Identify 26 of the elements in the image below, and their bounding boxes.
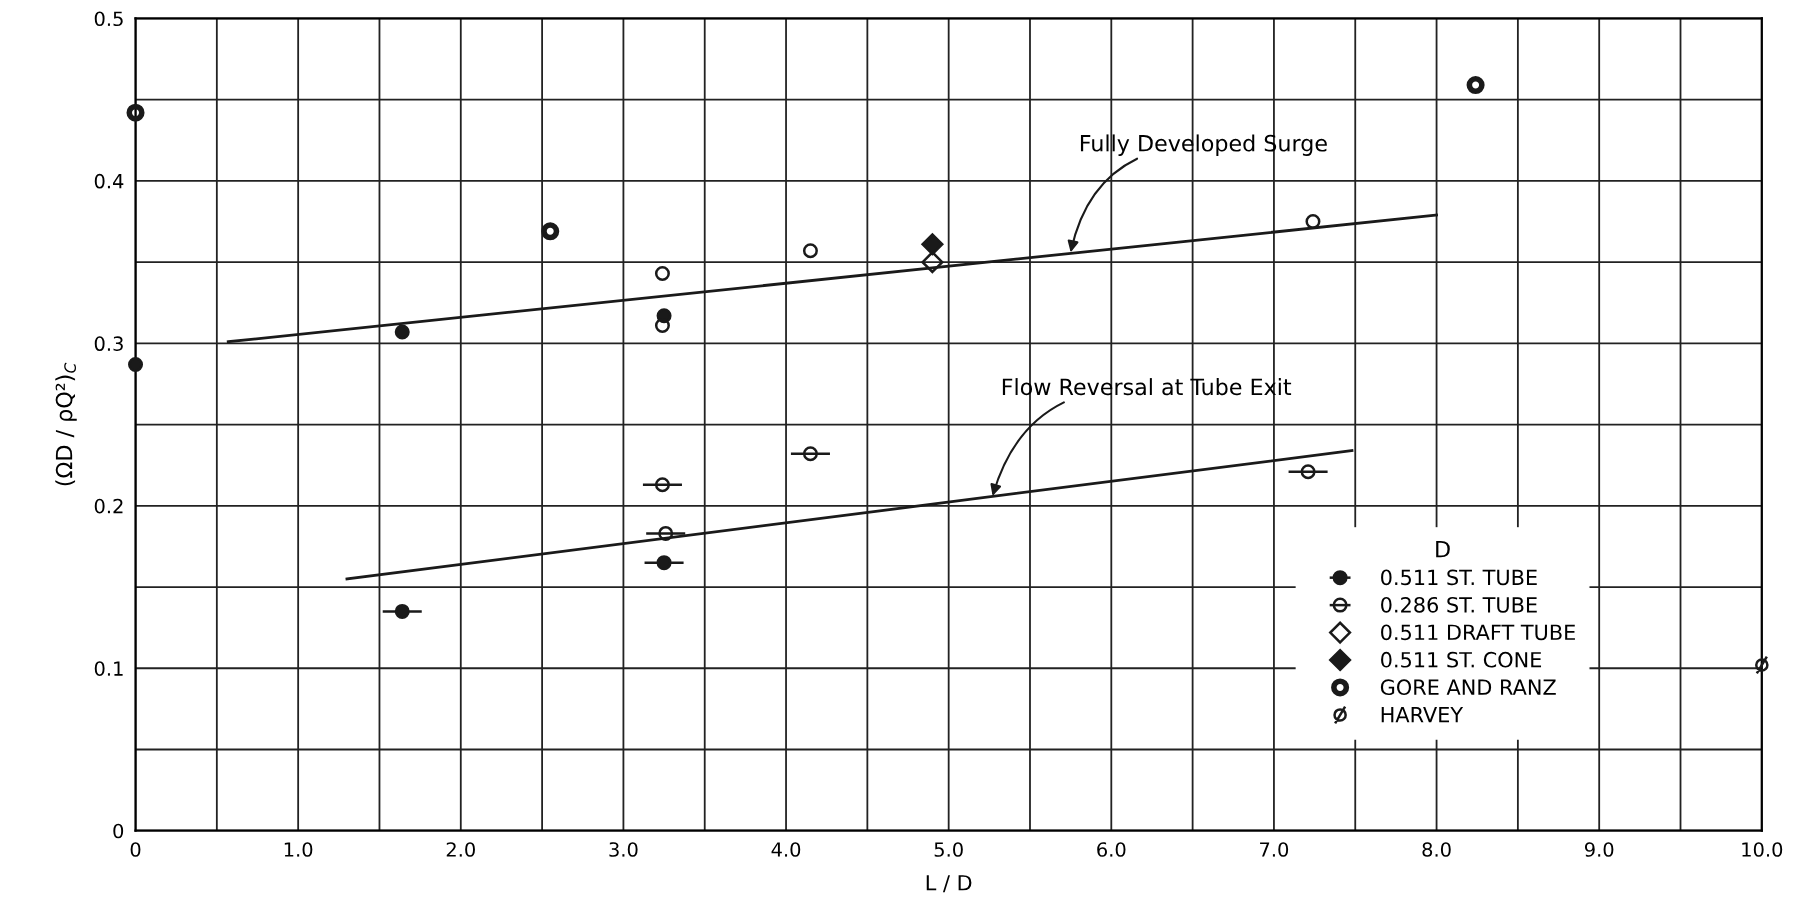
y-tick-label: 0.5: [94, 11, 123, 27]
y-tick-label: 0: [113, 823, 124, 839]
legend-label: 0.511 DRAFT TUBE: [1381, 624, 1575, 641]
y-tick-label: 0.1: [94, 661, 123, 676]
y-tick-label: 0.2: [94, 498, 123, 514]
x-tick-label: 1.0: [284, 842, 313, 857]
x-axis-title: L / D: [926, 875, 972, 893]
x-tick-label: 10.0: [1742, 842, 1783, 857]
legend-label: 0.511 ST. TUBE: [1381, 569, 1537, 586]
y-tick-label: 0.3: [94, 336, 123, 352]
x-tick-label: 2.0: [446, 842, 475, 857]
x-tick-label: 7.0: [1260, 842, 1289, 857]
x-tick-label: 9.0: [1584, 842, 1614, 857]
x-tick-label: 6.0: [1097, 842, 1126, 857]
x-tick-label: 5.0: [934, 842, 963, 857]
legend-label: 0.286 ST. TUBE: [1381, 596, 1537, 613]
legend-label: 0.511 ST. CONE: [1381, 651, 1542, 668]
legend-label: HARVEY: [1381, 707, 1464, 723]
x-tick-label: 3.0: [609, 842, 638, 857]
x-tick-label: 4.0: [771, 842, 801, 857]
legend-label: GORE AND RANZ: [1380, 679, 1556, 696]
x-tick-label: 8.0: [1422, 842, 1451, 857]
y-axis-title: (ΩD / ρQ²)$_{C}$: [55, 362, 77, 486]
y-tick-label: 0.4: [94, 173, 124, 189]
x-tick-label: 0: [130, 842, 141, 857]
legend-title: D: [1436, 541, 1450, 558]
